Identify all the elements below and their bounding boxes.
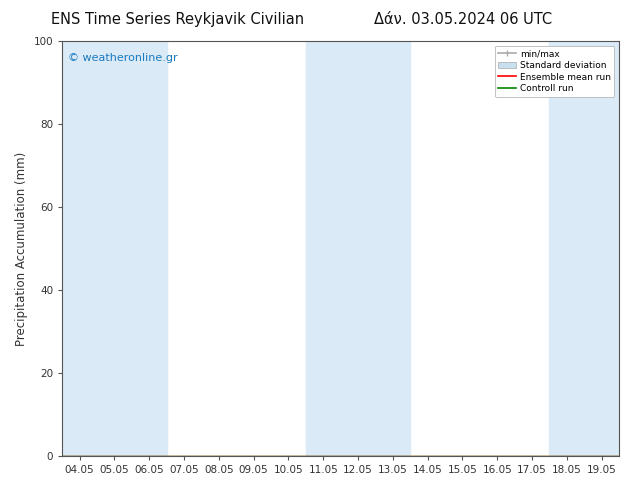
Legend: min/max, Standard deviation, Ensemble mean run, Controll run: min/max, Standard deviation, Ensemble me…	[495, 46, 614, 97]
Bar	[306, 41, 410, 456]
Bar	[62, 41, 167, 456]
Y-axis label: Precipitation Accumulation (mm): Precipitation Accumulation (mm)	[15, 151, 28, 345]
Text: ENS Time Series Reykjavik Civilian: ENS Time Series Reykjavik Civilian	[51, 12, 304, 27]
Bar	[550, 41, 619, 456]
Text: © weatheronline.gr: © weatheronline.gr	[68, 53, 178, 64]
Text: Δάν. 03.05.2024 06 UTC: Δάν. 03.05.2024 06 UTC	[374, 12, 552, 27]
